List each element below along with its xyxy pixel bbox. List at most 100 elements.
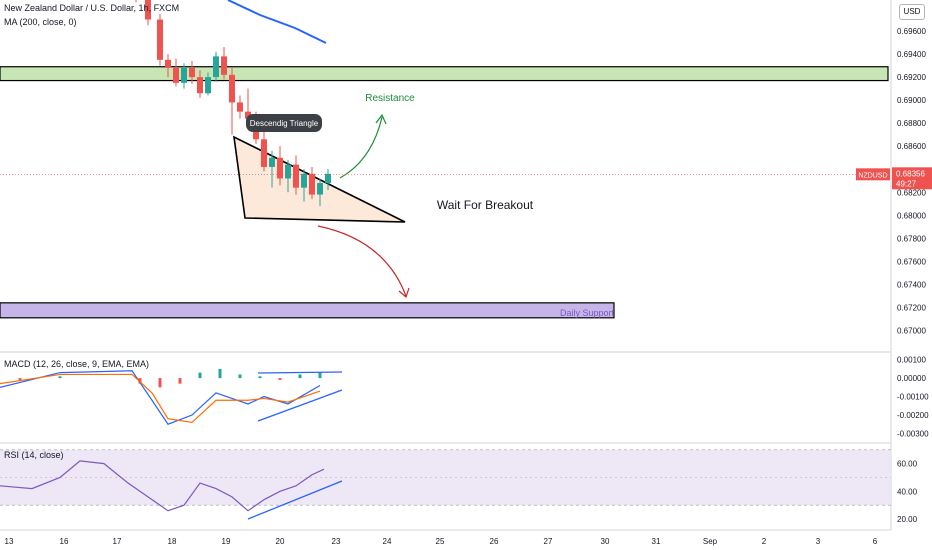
time-tick-label: 25 xyxy=(436,537,445,546)
triangle-label-bubble xyxy=(246,114,322,132)
candle-body xyxy=(145,0,151,20)
macd-tick-label: 0.00000 xyxy=(897,374,926,383)
macd-histogram-bar xyxy=(218,368,222,379)
candle-body xyxy=(181,67,187,83)
support-zone xyxy=(0,302,615,319)
time-tick-label: 16 xyxy=(60,537,69,546)
candle-body xyxy=(157,19,163,60)
symbol-badge: NZDUSD xyxy=(858,172,887,179)
green-arrow xyxy=(339,116,383,179)
time-tick-label: 3 xyxy=(816,537,821,546)
last-price-badge-bg xyxy=(892,167,932,190)
candle-body xyxy=(189,67,195,78)
candle-body xyxy=(309,173,315,195)
ma-line xyxy=(227,0,327,44)
candle-body xyxy=(325,173,331,184)
breakout-label: Wait For Breakout xyxy=(437,198,534,212)
time-tick-label: 2 xyxy=(762,537,767,546)
price-tick-label: 0.69400 xyxy=(897,50,926,59)
price-tick-label: 0.68600 xyxy=(897,142,926,151)
red-arrow xyxy=(317,225,407,297)
macd-histogram-bar xyxy=(318,372,322,379)
time-tick-label: 17 xyxy=(113,537,122,546)
macd-histogram-bar xyxy=(18,378,22,380)
candle-body xyxy=(221,56,227,75)
time-tick-label: 23 xyxy=(332,537,341,546)
price-tick-label: 0.67400 xyxy=(897,280,926,289)
time-tick-label: 20 xyxy=(276,537,285,546)
price-tick-label: 0.68000 xyxy=(897,211,926,220)
price-tick-label: 0.67800 xyxy=(897,234,926,243)
macd-legend: MACD (12, 26, close, 9, EMA, EMA) xyxy=(4,359,150,369)
rsi-line xyxy=(0,460,325,512)
candle-body xyxy=(173,67,179,83)
triangle-label: Descendig Triangle xyxy=(250,119,319,128)
macd-histogram-bar xyxy=(58,376,62,379)
candle-body xyxy=(229,74,235,103)
rsi-tick-label: 20.00 xyxy=(897,515,918,524)
price-tick-label: 0.69000 xyxy=(897,96,926,105)
candle-body xyxy=(245,111,251,119)
candle-body xyxy=(277,157,283,179)
currency-badge[interactable]: USD xyxy=(899,4,925,20)
macd-line xyxy=(0,370,321,425)
macd-histogram-bar xyxy=(198,372,202,379)
macd-histogram-bar xyxy=(278,378,282,380)
candle-body xyxy=(293,164,299,188)
candle-body xyxy=(237,102,243,112)
time-tick-label: 26 xyxy=(490,537,499,546)
candle-body xyxy=(261,139,267,167)
time-tick-label: Sep xyxy=(703,537,718,546)
red-arrowhead xyxy=(398,287,410,299)
macd-signal-line xyxy=(0,373,321,424)
macd-tick-label: -0.00300 xyxy=(897,429,929,438)
candle-body xyxy=(317,183,323,195)
price-tick-label: 0.69200 xyxy=(897,73,926,82)
time-tick-label: 6 xyxy=(873,537,878,546)
macd-histogram-bar xyxy=(298,374,302,379)
candle-body xyxy=(269,157,275,167)
countdown-value: 49:27 xyxy=(896,179,917,188)
candle-body xyxy=(205,77,211,94)
rsi-tick-label: 40.00 xyxy=(897,487,918,496)
macd-histogram-bar xyxy=(158,378,162,388)
candle-body xyxy=(301,173,307,188)
candle-body xyxy=(165,59,171,68)
time-tick-label: 13 xyxy=(5,537,14,546)
time-tick-label: 24 xyxy=(383,537,392,546)
rsi-trend-line xyxy=(247,480,343,520)
time-tick-label: 31 xyxy=(652,537,661,546)
macd-tick-label: -0.00100 xyxy=(897,393,929,402)
macd-histogram-bar xyxy=(238,374,242,379)
support-label: Daily Support xyxy=(560,308,615,318)
candle-body xyxy=(213,56,219,78)
price-tick-label: 0.67200 xyxy=(897,303,926,312)
macd-histogram-bar xyxy=(138,378,142,384)
chart-title: New Zealand Dollar / U.S. Dollar, 1h, FX… xyxy=(4,3,180,13)
rsi-legend: RSI (14, close) xyxy=(4,450,64,460)
candle-body xyxy=(285,164,291,179)
green-arrowhead xyxy=(375,113,387,125)
price-tick-label: 0.68800 xyxy=(897,119,926,128)
macd-trend-line-lower xyxy=(257,389,343,422)
price-tick-label: 0.69600 xyxy=(897,27,926,36)
rsi-tick-label: 60.00 xyxy=(897,460,918,469)
macd-tick-label: 0.00100 xyxy=(897,356,926,365)
price-tick-label: 0.67600 xyxy=(897,257,926,266)
time-tick-label: 19 xyxy=(222,537,231,546)
price-tick-label: 0.67000 xyxy=(897,326,926,335)
macd-histogram-bar xyxy=(178,378,182,384)
resistance-label: Resistance xyxy=(365,93,415,104)
ma-legend: MA (200, close, 0) xyxy=(4,17,77,27)
time-tick-label: 27 xyxy=(544,537,553,546)
macd-trend-line-upper xyxy=(257,371,343,374)
time-tick-label: 30 xyxy=(601,537,610,546)
resistance-zone xyxy=(0,66,889,82)
time-tick-label: 18 xyxy=(168,537,177,546)
candle-body xyxy=(197,77,203,94)
symbol-badge-bg xyxy=(856,168,890,181)
macd-histogram-bar xyxy=(258,376,262,379)
price-tick-label: 0.68200 xyxy=(897,188,926,197)
macd-tick-label: -0.00200 xyxy=(897,411,929,420)
